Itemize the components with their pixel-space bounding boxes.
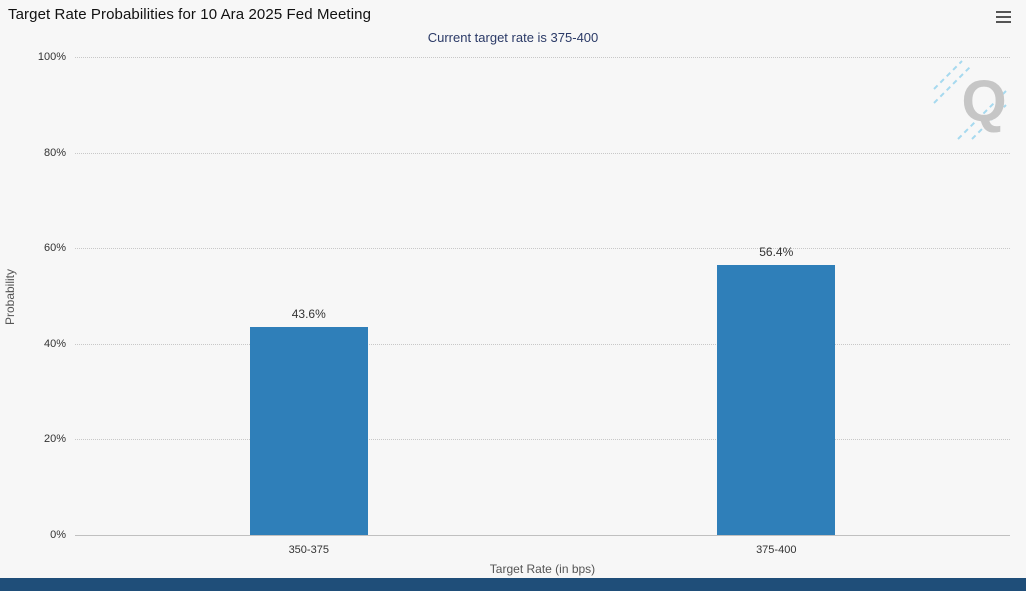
- y-axis-title: Probability: [3, 268, 17, 326]
- y-tick-label: 60%: [43, 242, 66, 255]
- gridline-0: [75, 535, 1010, 536]
- bar-value-label: 56.4%: [759, 245, 794, 260]
- gridline-60: [75, 248, 1010, 250]
- gridline-100: [75, 57, 1010, 58]
- chart-title: Target Rate Probabilities for 10 Ara 202…: [8, 6, 372, 23]
- chart-subtitle: Current target rate is 375-400: [427, 30, 599, 45]
- plot-area: Q 0% 20% 40% 60% 80% 100% 43.6% 350-375 56.4% 375…: [38, 51, 1010, 556]
- chart-context-menu-button[interactable]: [994, 8, 1014, 26]
- gridline-40: [75, 343, 1010, 345]
- bar-value-label: 43.6%: [291, 306, 326, 321]
- watermark-q-logo: Q: [932, 59, 1008, 141]
- y-tick-label: 40%: [43, 337, 66, 350]
- x-axis-title: Target Rate (in bps): [489, 562, 596, 576]
- y-tick-label: 0%: [50, 529, 66, 541]
- y-tick-label: 20%: [43, 433, 66, 446]
- hamburger-menu-icon: [996, 11, 1011, 13]
- x-tick-label: 375-400: [756, 544, 797, 556]
- gridline-20: [75, 439, 1010, 441]
- footer-bar: [0, 578, 1026, 591]
- probability-bar-375-400[interactable]: [717, 265, 836, 535]
- probability-bar-350-375[interactable]: [249, 326, 368, 535]
- y-tick-label: 80%: [43, 146, 66, 159]
- y-tick-label: 100%: [37, 51, 66, 63]
- x-tick-label: 350-375: [288, 544, 329, 556]
- svg-text:Q: Q: [961, 69, 1006, 134]
- gridline-80: [75, 152, 1010, 154]
